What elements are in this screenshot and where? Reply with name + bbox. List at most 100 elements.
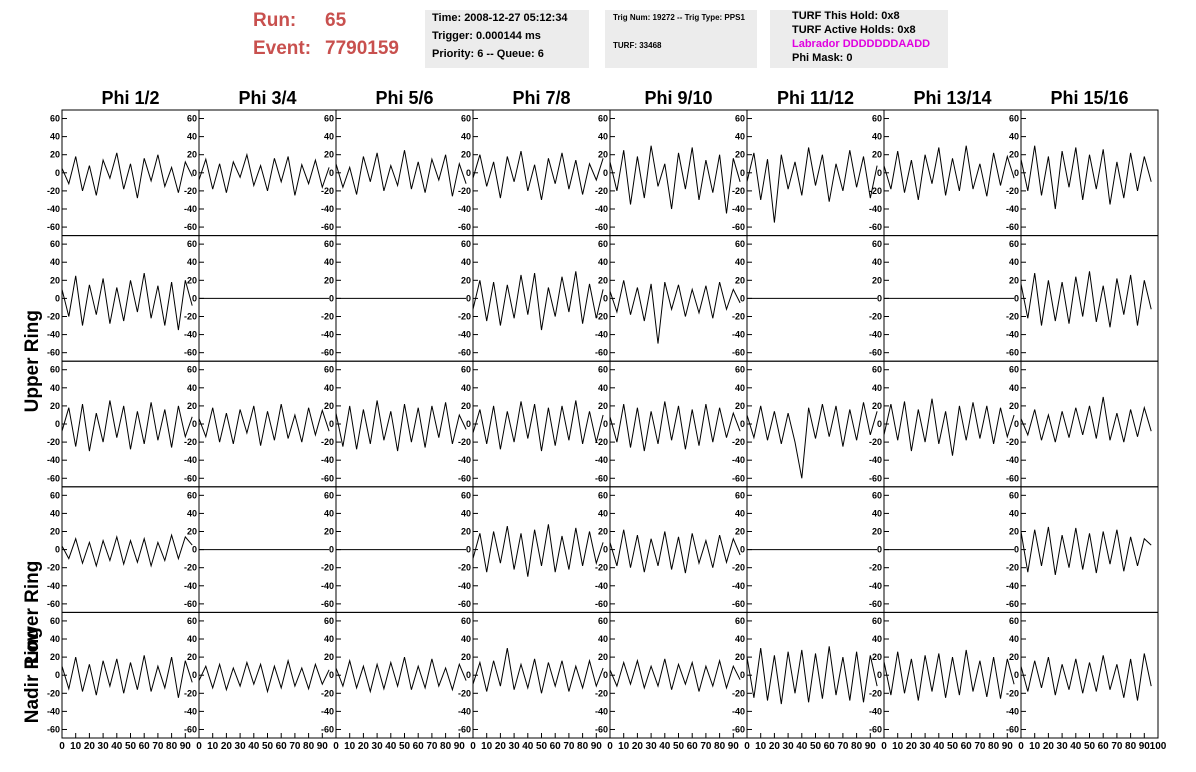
y-tick-label: 40 (461, 508, 471, 518)
x-tick-label: 20 (1043, 741, 1055, 752)
y-tick-label: 0 (877, 670, 882, 680)
y-tick-label: -20 (869, 437, 882, 447)
y-tick-label: 40 (598, 508, 608, 518)
y-tick-label: 20 (50, 401, 60, 411)
waveform (609, 401, 741, 452)
y-tick-label: 20 (872, 652, 882, 662)
y-tick-label: 0 (603, 545, 608, 555)
x-tick-label: 20 (769, 741, 781, 752)
y-tick-label: -40 (869, 204, 882, 214)
y-tick-label: -20 (1006, 186, 1019, 196)
y-tick-label: 40 (50, 257, 60, 267)
y-tick-label: -40 (47, 581, 60, 591)
y-tick-label: -60 (321, 599, 334, 609)
waveform (198, 152, 330, 196)
y-tick-label: 40 (187, 132, 197, 142)
y-tick-label: 20 (598, 652, 608, 662)
x-tick-label: 80 (440, 741, 452, 752)
y-tick-label: 20 (1009, 150, 1019, 160)
y-tick-label: 0 (740, 168, 745, 178)
waveform (61, 273, 193, 331)
y-tick-label: 20 (872, 275, 882, 285)
panel (472, 109, 611, 237)
y-tick-label: 0 (877, 419, 882, 429)
y-tick-label: -60 (869, 724, 882, 734)
panel (198, 109, 337, 237)
y-tick-label: -20 (321, 688, 334, 698)
panel (198, 611, 337, 739)
x-tick-label: 40 (248, 741, 260, 752)
x-tick-label: 70 (700, 741, 712, 752)
y-tick-label: 40 (1009, 257, 1019, 267)
run-label: Run: (253, 10, 297, 31)
y-tick-label: 60 (598, 490, 608, 500)
y-tick-label: 0 (466, 168, 471, 178)
y-tick-label: 40 (187, 383, 197, 393)
column-title: Phi 15/16 (1050, 88, 1128, 108)
turf: TURF: 33468 (613, 41, 662, 50)
y-tick-label: 0 (603, 419, 608, 429)
y-tick-label: 20 (1009, 275, 1019, 285)
y-tick-label: -40 (732, 706, 745, 716)
trigger: Trigger: 0.000144 ms (432, 30, 541, 42)
waveform (883, 649, 1015, 701)
panel (1020, 611, 1159, 739)
y-tick-label: -20 (321, 437, 334, 447)
y-tick-label: -40 (595, 204, 608, 214)
y-tick-label: 0 (1014, 293, 1019, 303)
waveform (1020, 145, 1152, 210)
phi-mask: Phi Mask: 0 (792, 52, 853, 64)
waveform (198, 658, 330, 694)
y-tick-label: 40 (461, 634, 471, 644)
y-tick-label: -60 (595, 724, 608, 734)
y-tick-label: 40 (324, 383, 334, 393)
y-tick-label: 0 (329, 293, 334, 303)
x-tick-label: 100 (1150, 741, 1167, 752)
x-tick-label: 80 (166, 741, 178, 752)
x-tick-label: 80 (988, 741, 1000, 752)
y-tick-label: 20 (187, 652, 197, 662)
y-tick-label: 60 (50, 365, 60, 375)
y-tick-label: -20 (458, 563, 471, 573)
y-tick-label: -40 (732, 455, 745, 465)
y-tick-label: -20 (1006, 563, 1019, 573)
y-tick-label: 60 (461, 616, 471, 626)
y-tick-label: -20 (458, 186, 471, 196)
y-tick-label: 40 (1009, 508, 1019, 518)
panel (198, 360, 337, 488)
y-tick-label: 40 (1009, 634, 1019, 644)
y-tick-label: 60 (872, 239, 882, 249)
panel (472, 360, 611, 488)
panel (746, 611, 885, 739)
y-tick-label: -40 (184, 581, 197, 591)
y-tick-label: 20 (598, 401, 608, 411)
y-tick-label: 60 (50, 114, 60, 124)
x-tick-label: 70 (152, 741, 164, 752)
y-tick-label: 0 (466, 293, 471, 303)
y-tick-label: 60 (324, 365, 334, 375)
waveform (1020, 396, 1152, 443)
panel (1020, 109, 1159, 237)
y-tick-label: -40 (732, 581, 745, 591)
y-tick-label: 40 (735, 383, 745, 393)
waveform (61, 655, 193, 698)
waveform (472, 648, 604, 694)
y-tick-label: -40 (458, 455, 471, 465)
y-tick-label: 60 (598, 616, 608, 626)
y-tick-label: -60 (869, 599, 882, 609)
x-tick-label: 50 (810, 741, 822, 752)
y-tick-label: 0 (192, 670, 197, 680)
x-tick-label: 30 (646, 741, 658, 752)
x-tick-label: 80 (851, 741, 863, 752)
y-tick-label: 40 (50, 132, 60, 142)
y-tick-label: 60 (461, 239, 471, 249)
x-tick-label: 10 (70, 741, 82, 752)
y-tick-label: 40 (598, 634, 608, 644)
column-title: Phi 3/4 (238, 88, 296, 108)
y-tick-label: 60 (1009, 114, 1019, 124)
y-tick-label: 60 (735, 365, 745, 375)
panel (472, 486, 611, 613)
y-tick-label: 20 (1009, 401, 1019, 411)
y-tick-label: -40 (1006, 330, 1019, 340)
y-tick-label: 0 (740, 670, 745, 680)
